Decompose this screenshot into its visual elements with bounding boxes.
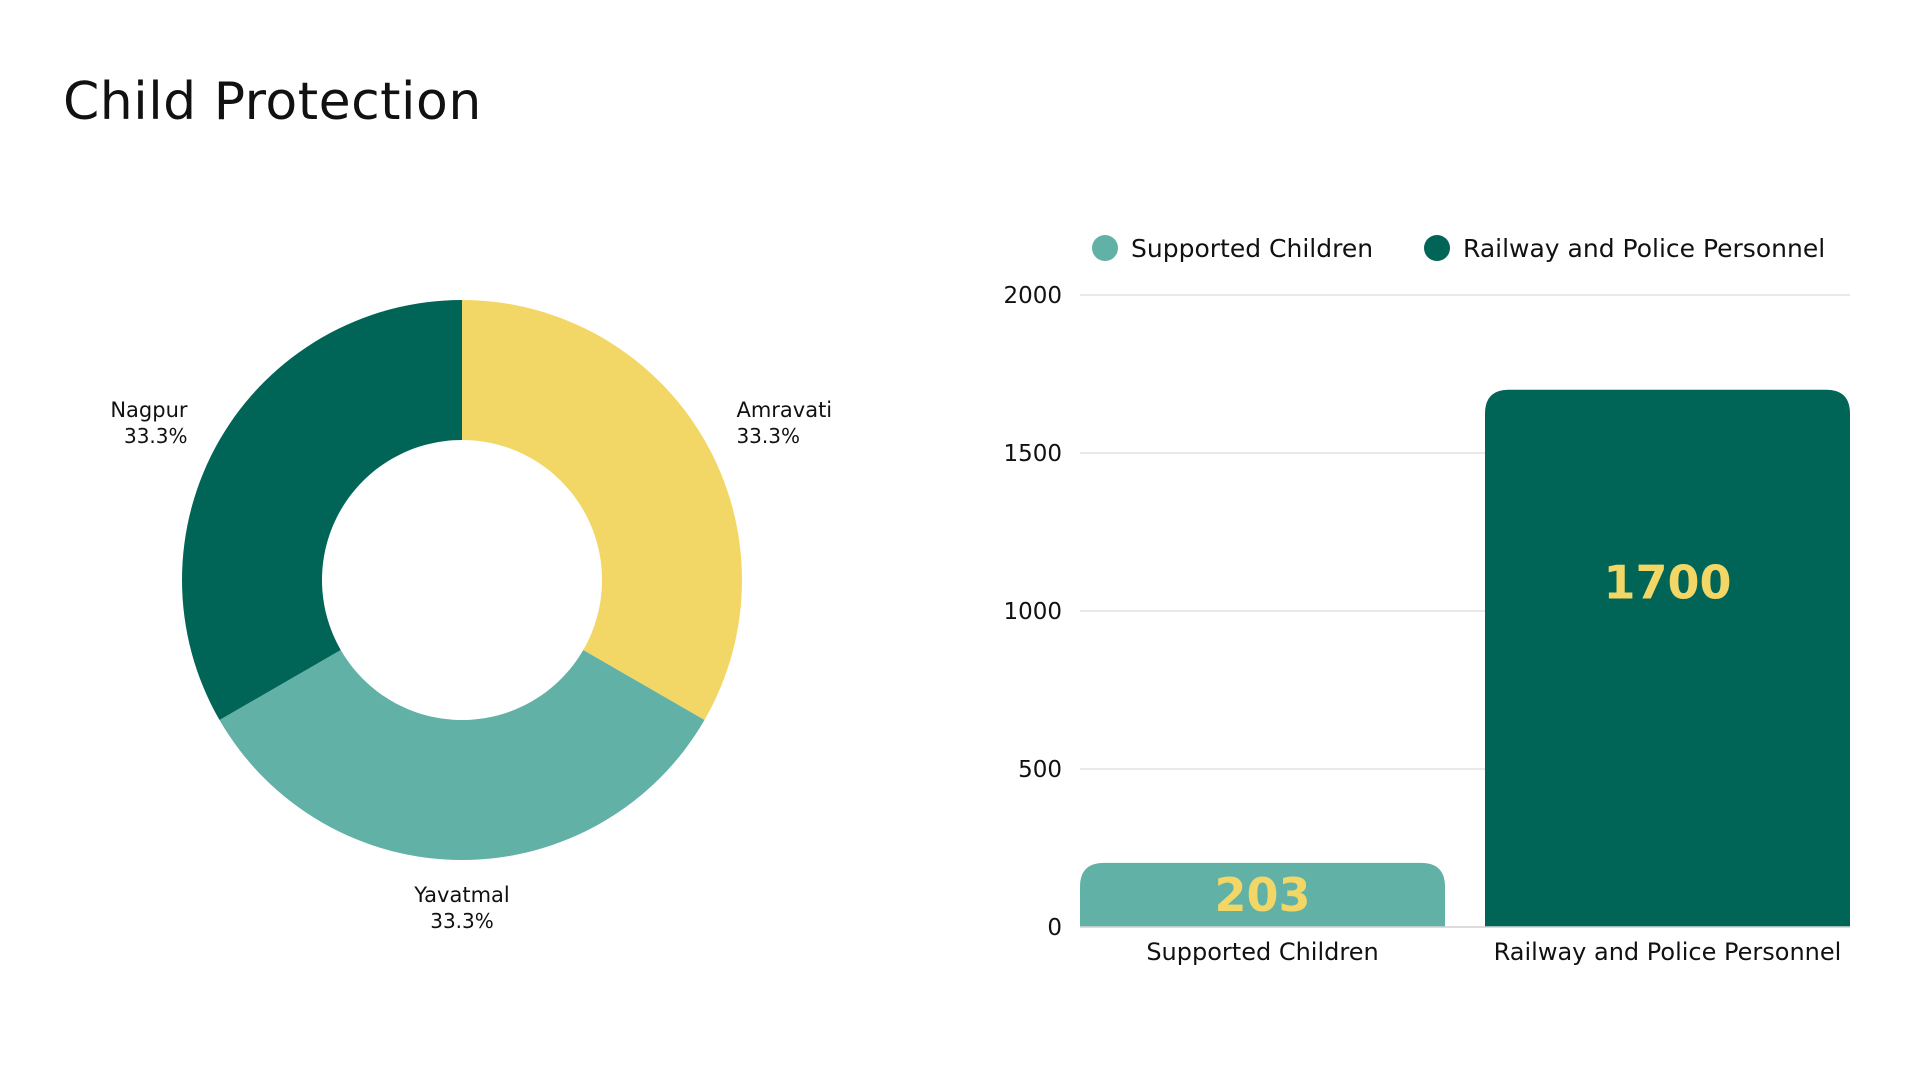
bar-supported-children — [1080, 862, 1445, 927]
bar-railway-and-police-personnel — [1485, 389, 1850, 927]
x-tick-label-railway-and-police-personnel: Railway and Police Personnel — [1494, 938, 1842, 966]
donut-slice-nagpur — [182, 300, 463, 720]
donut-label-nagpur: Nagpur — [110, 398, 188, 422]
bar-value-label-supported-children: 203 — [1214, 868, 1310, 922]
legend-label-supported-children: Supported Children — [1131, 234, 1373, 263]
bar-chart: 0 500 1000 1500 2000 203 Supported Children 170… — [1003, 234, 1850, 966]
legend-swatch-supported-children — [1092, 235, 1118, 261]
donut-value-label-nagpur: 33.3% — [124, 424, 188, 448]
y-tick-label: 500 — [1018, 757, 1062, 783]
y-tick-label: 1500 — [1003, 441, 1062, 467]
bar-value-label-railway-and-police-personnel: 1700 — [1603, 555, 1731, 609]
donut-slice-amravati — [462, 300, 742, 720]
donut-label-amravati: Amravati — [736, 398, 832, 422]
x-tick-label-supported-children: Supported Children — [1146, 938, 1378, 966]
y-tick-label: 1000 — [1003, 599, 1062, 625]
donut-value-label-amravati: 33.3% — [736, 424, 800, 448]
legend-label-railway-and-police-personnel: Railway and Police Personnel — [1463, 234, 1825, 263]
y-tick-label: 0 — [1047, 915, 1062, 941]
page-title: Child Protection — [63, 72, 482, 132]
donut-label-yavatmal: Yavatmal — [413, 883, 510, 907]
donut-value-label-yavatmal: 33.3% — [430, 909, 494, 933]
y-tick-label: 2000 — [1003, 283, 1062, 309]
legend-swatch-railway-and-police-personnel — [1424, 235, 1450, 261]
donut-slice-yavatmal — [219, 650, 705, 860]
